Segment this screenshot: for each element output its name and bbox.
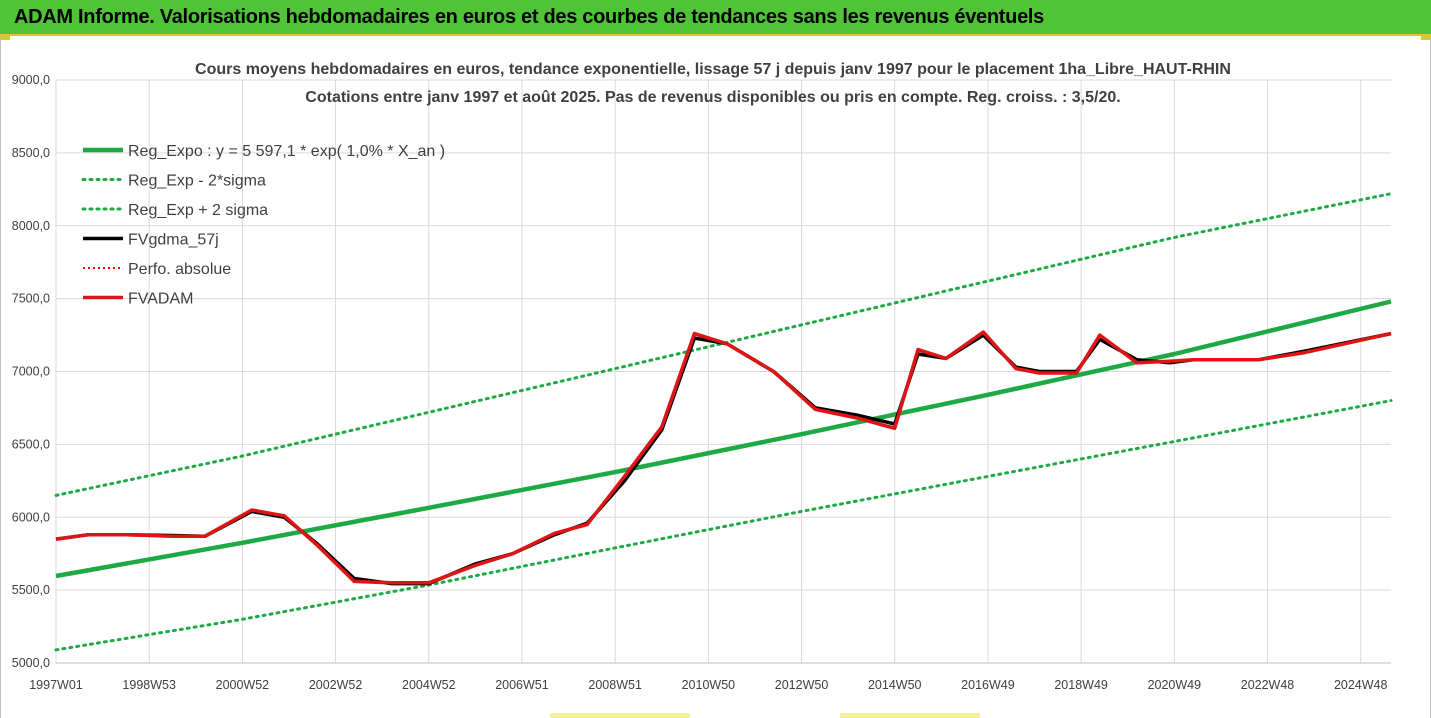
y-tick-label: 6500,0: [12, 437, 50, 451]
bottom-decoration: [840, 713, 980, 718]
y-tick-label: 8500,0: [12, 146, 50, 160]
series-line-reg_plus: [54, 192, 1393, 497]
x-tick-label: 2018W49: [1054, 678, 1108, 692]
x-tick-label: 2008W51: [588, 678, 642, 692]
grid-lines: [55, 79, 1391, 664]
series-line-reg_minus: [54, 399, 1393, 652]
x-tick-label: 1997W01: [29, 678, 83, 692]
x-tick-label: 2016W49: [961, 678, 1015, 692]
legend-label-perfo: Perfo. absolue: [128, 261, 231, 278]
legend-label-fvadam: FVADAM: [128, 291, 193, 308]
series-line-perfo: [55, 331, 1392, 584]
corner-decoration-left: [0, 36, 10, 40]
legend-label-reg_expo: Reg_Expo : y = 5 597,1 * exp( 1,0% * X_a…: [128, 143, 445, 160]
chart-title: Cours moyens hebdomadaires en euros, ten…: [195, 61, 1231, 78]
x-tick-label: 2024W48: [1334, 678, 1388, 692]
corner-decoration-right: [1421, 36, 1431, 40]
legend: Reg_Expo : y = 5 597,1 * exp( 1,0% * X_a…: [81, 143, 445, 308]
legend-label-reg_plus: Reg_Exp + 2 sigma: [128, 202, 268, 219]
chart-frame: 5000,0 5500,0 6000,0 6500,0 7000,0 7500,0 8000…: [0, 38, 1431, 718]
y-tick-label: 8000,0: [12, 219, 50, 233]
x-tick-label: 2006W51: [495, 678, 549, 692]
x-tick-label: 2022W48: [1241, 678, 1295, 692]
series-layer: [54, 192, 1393, 652]
y-tick-label: 7500,0: [12, 292, 50, 306]
axis-labels: 5000,0 5500,0 6000,0 6500,0 7000,0 7500,0 8000…: [12, 73, 1391, 692]
x-tick-label: 2014W50: [868, 678, 922, 692]
chart-subtitle: Cotations entre janv 1997 et août 2025. …: [305, 89, 1120, 106]
x-tick-label: 2020W49: [1148, 678, 1202, 692]
series-line-fvadam: [55, 330, 1392, 585]
chart: 5000,0 5500,0 6000,0 6500,0 7000,0 7500,0 8000…: [12, 61, 1393, 692]
y-tick-label: 9000,0: [12, 73, 50, 87]
y-tick-label: 6000,0: [12, 510, 50, 524]
x-tick-label: 2002W52: [309, 678, 363, 692]
x-tick-label: 2010W50: [682, 678, 736, 692]
y-tick-label: 7000,0: [12, 365, 50, 379]
page-title: ADAM Informe. Valorisations hebdomadaire…: [14, 6, 1044, 28]
legend-label-reg_minus: Reg_Exp - 2*sigma: [128, 173, 266, 190]
legend-label-fvgdma: FVgdma_57j: [128, 232, 219, 249]
y-tick-label: 5000,0: [12, 656, 50, 670]
x-tick-label: 1998W53: [122, 678, 176, 692]
x-tick-label: 2004W52: [402, 678, 456, 692]
y-tick-label: 5500,0: [12, 583, 50, 597]
x-tick-label: 2012W50: [775, 678, 829, 692]
bottom-decoration: [550, 713, 690, 718]
header-banner: ADAM Informe. Valorisations hebdomadaire…: [0, 0, 1431, 36]
x-tick-label: 2000W52: [216, 678, 270, 692]
